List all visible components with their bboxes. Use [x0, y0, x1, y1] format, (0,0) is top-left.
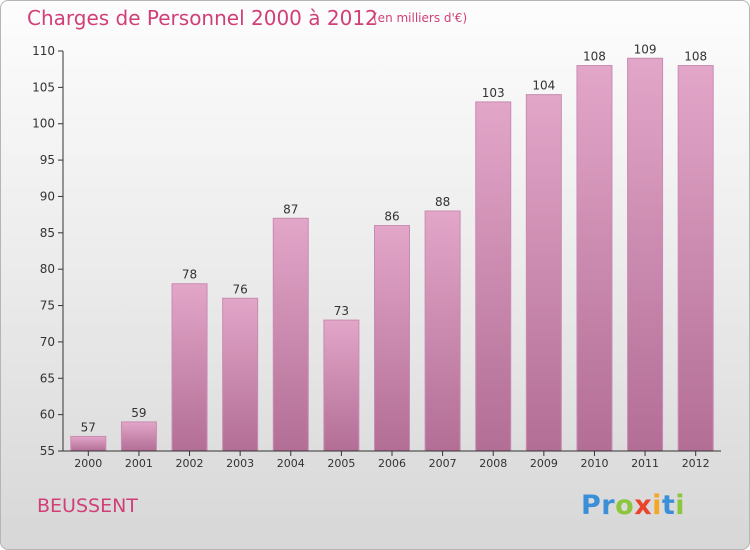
bar-2000 [70, 435, 107, 452]
y-tick-label-85: 85 [40, 226, 55, 240]
data-label-2009: 104 [532, 79, 555, 93]
logo-letter: i [675, 490, 686, 521]
data-label-2008: 103 [482, 86, 505, 100]
chart-title: Charges de Personnel 2000 à 2012 [27, 6, 378, 30]
y-tick-label-80: 80 [40, 262, 55, 276]
data-label-2010: 108 [583, 50, 606, 64]
proxiti-logo: Proxiti [581, 490, 685, 521]
x-tick-label-2000: 2000 [74, 457, 102, 470]
logo-letter: r [601, 490, 616, 521]
x-tick-label-2011: 2011 [631, 457, 659, 470]
bar-2008 [475, 101, 512, 452]
y-tick-label-75: 75 [40, 299, 55, 313]
bar-2012 [677, 65, 714, 452]
bar-2005 [323, 319, 360, 452]
x-tick-label-2003: 2003 [226, 457, 254, 470]
data-label-2003: 76 [233, 282, 248, 296]
bar-2003 [222, 297, 259, 452]
x-tick-label-2004: 2004 [277, 457, 305, 470]
y-tick-label-95: 95 [40, 153, 55, 167]
data-label-2004: 87 [283, 202, 298, 216]
data-label-2012: 108 [684, 50, 707, 64]
bar-2002 [171, 283, 208, 452]
bar-2009 [525, 94, 562, 452]
y-tick-label-90: 90 [40, 189, 55, 203]
y-tick-label-100: 100 [32, 117, 55, 131]
data-label-2011: 109 [634, 42, 657, 56]
x-tick-label-2010: 2010 [580, 457, 608, 470]
data-label-2005: 73 [334, 304, 349, 318]
y-tick-label-55: 55 [40, 444, 55, 458]
x-tick-label-2007: 2007 [429, 457, 457, 470]
data-label-2000: 57 [81, 420, 96, 434]
place-name: BEUSSENT [37, 495, 138, 517]
x-tick-label-2009: 2009 [530, 457, 558, 470]
chart-unit: (en milliers d'€) [373, 11, 468, 25]
x-tick-label-2001: 2001 [125, 457, 153, 470]
bar-2011 [627, 57, 664, 452]
x-tick-label-2008: 2008 [479, 457, 507, 470]
x-tick-label-2005: 2005 [327, 457, 355, 470]
bar-2001 [120, 421, 157, 452]
y-tick-label-105: 105 [32, 80, 55, 94]
y-tick-label-70: 70 [40, 335, 55, 349]
bar-2006 [374, 225, 410, 452]
data-label-2001: 59 [131, 406, 146, 420]
logo-letter: P [581, 490, 602, 521]
logo-letter: t [661, 490, 676, 521]
logo-letter: i [652, 490, 662, 521]
x-tick-label-2012: 2012 [682, 457, 710, 470]
data-label-2002: 78 [182, 268, 197, 282]
y-tick-label-60: 60 [40, 408, 55, 422]
logo-letter: x [634, 490, 653, 521]
x-tick-label-2006: 2006 [378, 457, 406, 470]
bar-2010 [576, 65, 613, 452]
logo-letter: o [615, 490, 635, 521]
bar-2007 [424, 210, 461, 452]
x-tick-label-2002: 2002 [176, 457, 204, 470]
y-tick-label-110: 110 [32, 44, 55, 58]
data-label-2006: 86 [384, 210, 399, 224]
data-label-2007: 88 [435, 195, 450, 209]
bar-2004 [272, 217, 309, 452]
y-tick-label-65: 65 [40, 371, 55, 385]
